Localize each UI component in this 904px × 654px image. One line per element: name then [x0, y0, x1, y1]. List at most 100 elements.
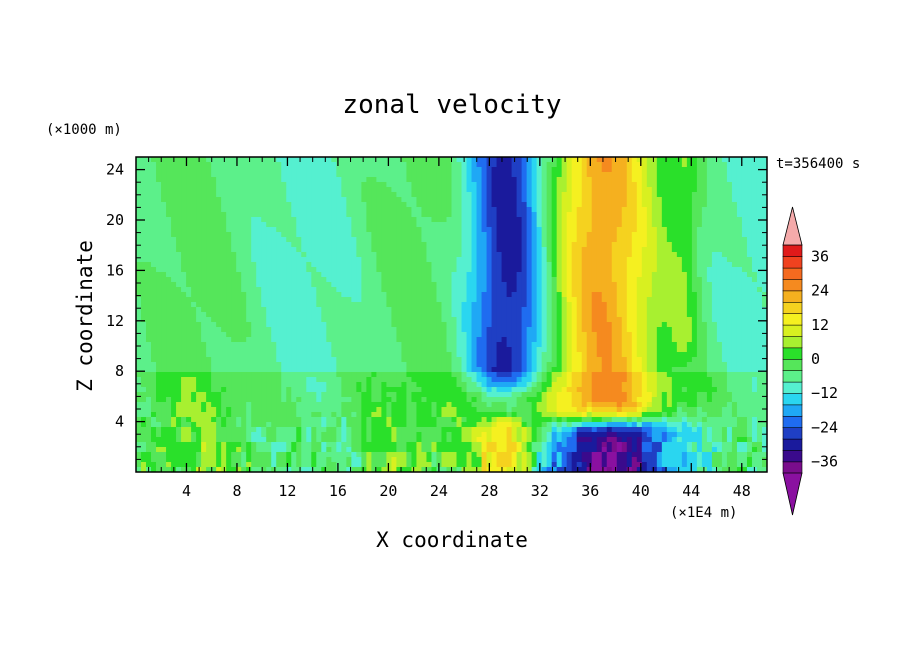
heatmap-cell — [236, 302, 242, 308]
heatmap-cell — [546, 337, 553, 343]
heatmap-cell — [511, 307, 518, 313]
heatmap-cell — [401, 312, 408, 318]
heatmap-cell — [141, 307, 147, 313]
heatmap-cell — [526, 177, 533, 183]
heatmap-cell — [606, 157, 613, 163]
heatmap-cell — [646, 312, 653, 318]
heatmap-cell — [151, 232, 157, 238]
heatmap-cell — [271, 282, 277, 288]
heatmap-cell — [351, 292, 357, 298]
heatmap-cell — [311, 207, 317, 213]
heatmap-cell — [576, 267, 583, 273]
heatmap-cell — [446, 307, 453, 313]
heatmap-cell — [276, 252, 282, 258]
heatmap-cell — [526, 337, 533, 343]
heatmap-cell — [536, 312, 543, 318]
heatmap-cell — [656, 237, 663, 243]
heatmap-cell — [591, 252, 598, 258]
heatmap-cell — [556, 317, 563, 323]
heatmap-cell — [631, 267, 638, 273]
heatmap-cell — [436, 282, 443, 288]
heatmap-cell — [296, 317, 302, 323]
heatmap-cell — [311, 232, 317, 238]
heatmap-cell — [666, 312, 673, 318]
heatmap-cell — [526, 257, 533, 263]
heatmap-cell — [391, 202, 398, 208]
heatmap-cell — [316, 247, 322, 253]
heatmap-cell — [641, 177, 648, 183]
heatmap-cell — [506, 207, 513, 213]
heatmap-cell — [366, 312, 372, 318]
heatmap-cell — [201, 282, 207, 288]
heatmap-cell — [151, 177, 157, 183]
heatmap-cell — [681, 212, 688, 218]
heatmap-cell — [276, 292, 282, 298]
heatmap-cell — [511, 222, 518, 228]
heatmap-cell — [686, 172, 693, 178]
heatmap-cell — [691, 172, 698, 178]
heatmap-cell — [136, 222, 142, 228]
heatmap-cell — [676, 202, 683, 208]
heatmap-cell — [321, 322, 327, 328]
heatmap-cell — [206, 327, 212, 333]
heatmap-cell — [401, 172, 408, 178]
heatmap-cell — [166, 227, 172, 233]
heatmap-cell — [726, 177, 733, 183]
heatmap-cell — [441, 222, 448, 228]
heatmap-cell — [566, 337, 573, 343]
heatmap-cell — [176, 312, 182, 318]
heatmap-cell — [281, 297, 287, 303]
heatmap-cell — [506, 202, 513, 208]
heatmap-cell — [401, 297, 408, 303]
heatmap-cell — [751, 287, 758, 293]
heatmap-cell — [661, 292, 668, 298]
heatmap-cell — [491, 257, 498, 263]
heatmap-cell — [326, 302, 332, 308]
heatmap-cell — [201, 297, 207, 303]
heatmap-cell — [466, 207, 473, 213]
heatmap-cell — [511, 287, 518, 293]
heatmap-cell — [571, 217, 578, 223]
heatmap-cell — [301, 267, 307, 273]
heatmap-cell — [216, 167, 222, 173]
heatmap-cell — [196, 222, 202, 228]
heatmap-cell — [366, 162, 372, 168]
heatmap-cell — [721, 282, 728, 288]
heatmap-cell — [396, 157, 403, 163]
heatmap-cell — [441, 232, 448, 238]
heatmap-cell — [256, 197, 262, 203]
heatmap-cell — [726, 202, 733, 208]
heatmap-cell — [616, 257, 623, 263]
heatmap-cell — [506, 282, 513, 288]
heatmap-cell — [416, 332, 423, 338]
heatmap-cell — [646, 217, 653, 223]
heatmap-cell — [256, 182, 262, 188]
heatmap-cell — [496, 237, 503, 243]
heatmap-cell — [136, 172, 142, 178]
heatmap-cell — [311, 217, 317, 223]
heatmap-cell — [676, 262, 683, 268]
heatmap-cell — [216, 342, 222, 348]
heatmap-cell — [341, 242, 347, 248]
heatmap-cell — [186, 312, 192, 318]
heatmap-cell — [151, 302, 157, 308]
heatmap-cell — [396, 202, 403, 208]
heatmap-cell — [556, 292, 563, 298]
heatmap-cell — [401, 267, 408, 273]
heatmap-cell — [636, 187, 643, 193]
heatmap-cell — [376, 352, 382, 358]
heatmap-cell — [371, 297, 377, 303]
heatmap-cell — [586, 207, 593, 213]
heatmap-cell — [761, 302, 767, 308]
heatmap-cell — [336, 337, 342, 343]
heatmap-cell — [286, 272, 292, 278]
heatmap-cell — [441, 157, 448, 163]
heatmap-cell — [216, 262, 222, 268]
heatmap-cell — [196, 242, 202, 248]
heatmap-cell — [586, 307, 593, 313]
heatmap-cell — [216, 327, 222, 333]
heatmap-cell — [166, 282, 172, 288]
heatmap-cell — [651, 252, 658, 258]
heatmap-cell — [331, 287, 337, 293]
heatmap-cell — [751, 187, 758, 193]
